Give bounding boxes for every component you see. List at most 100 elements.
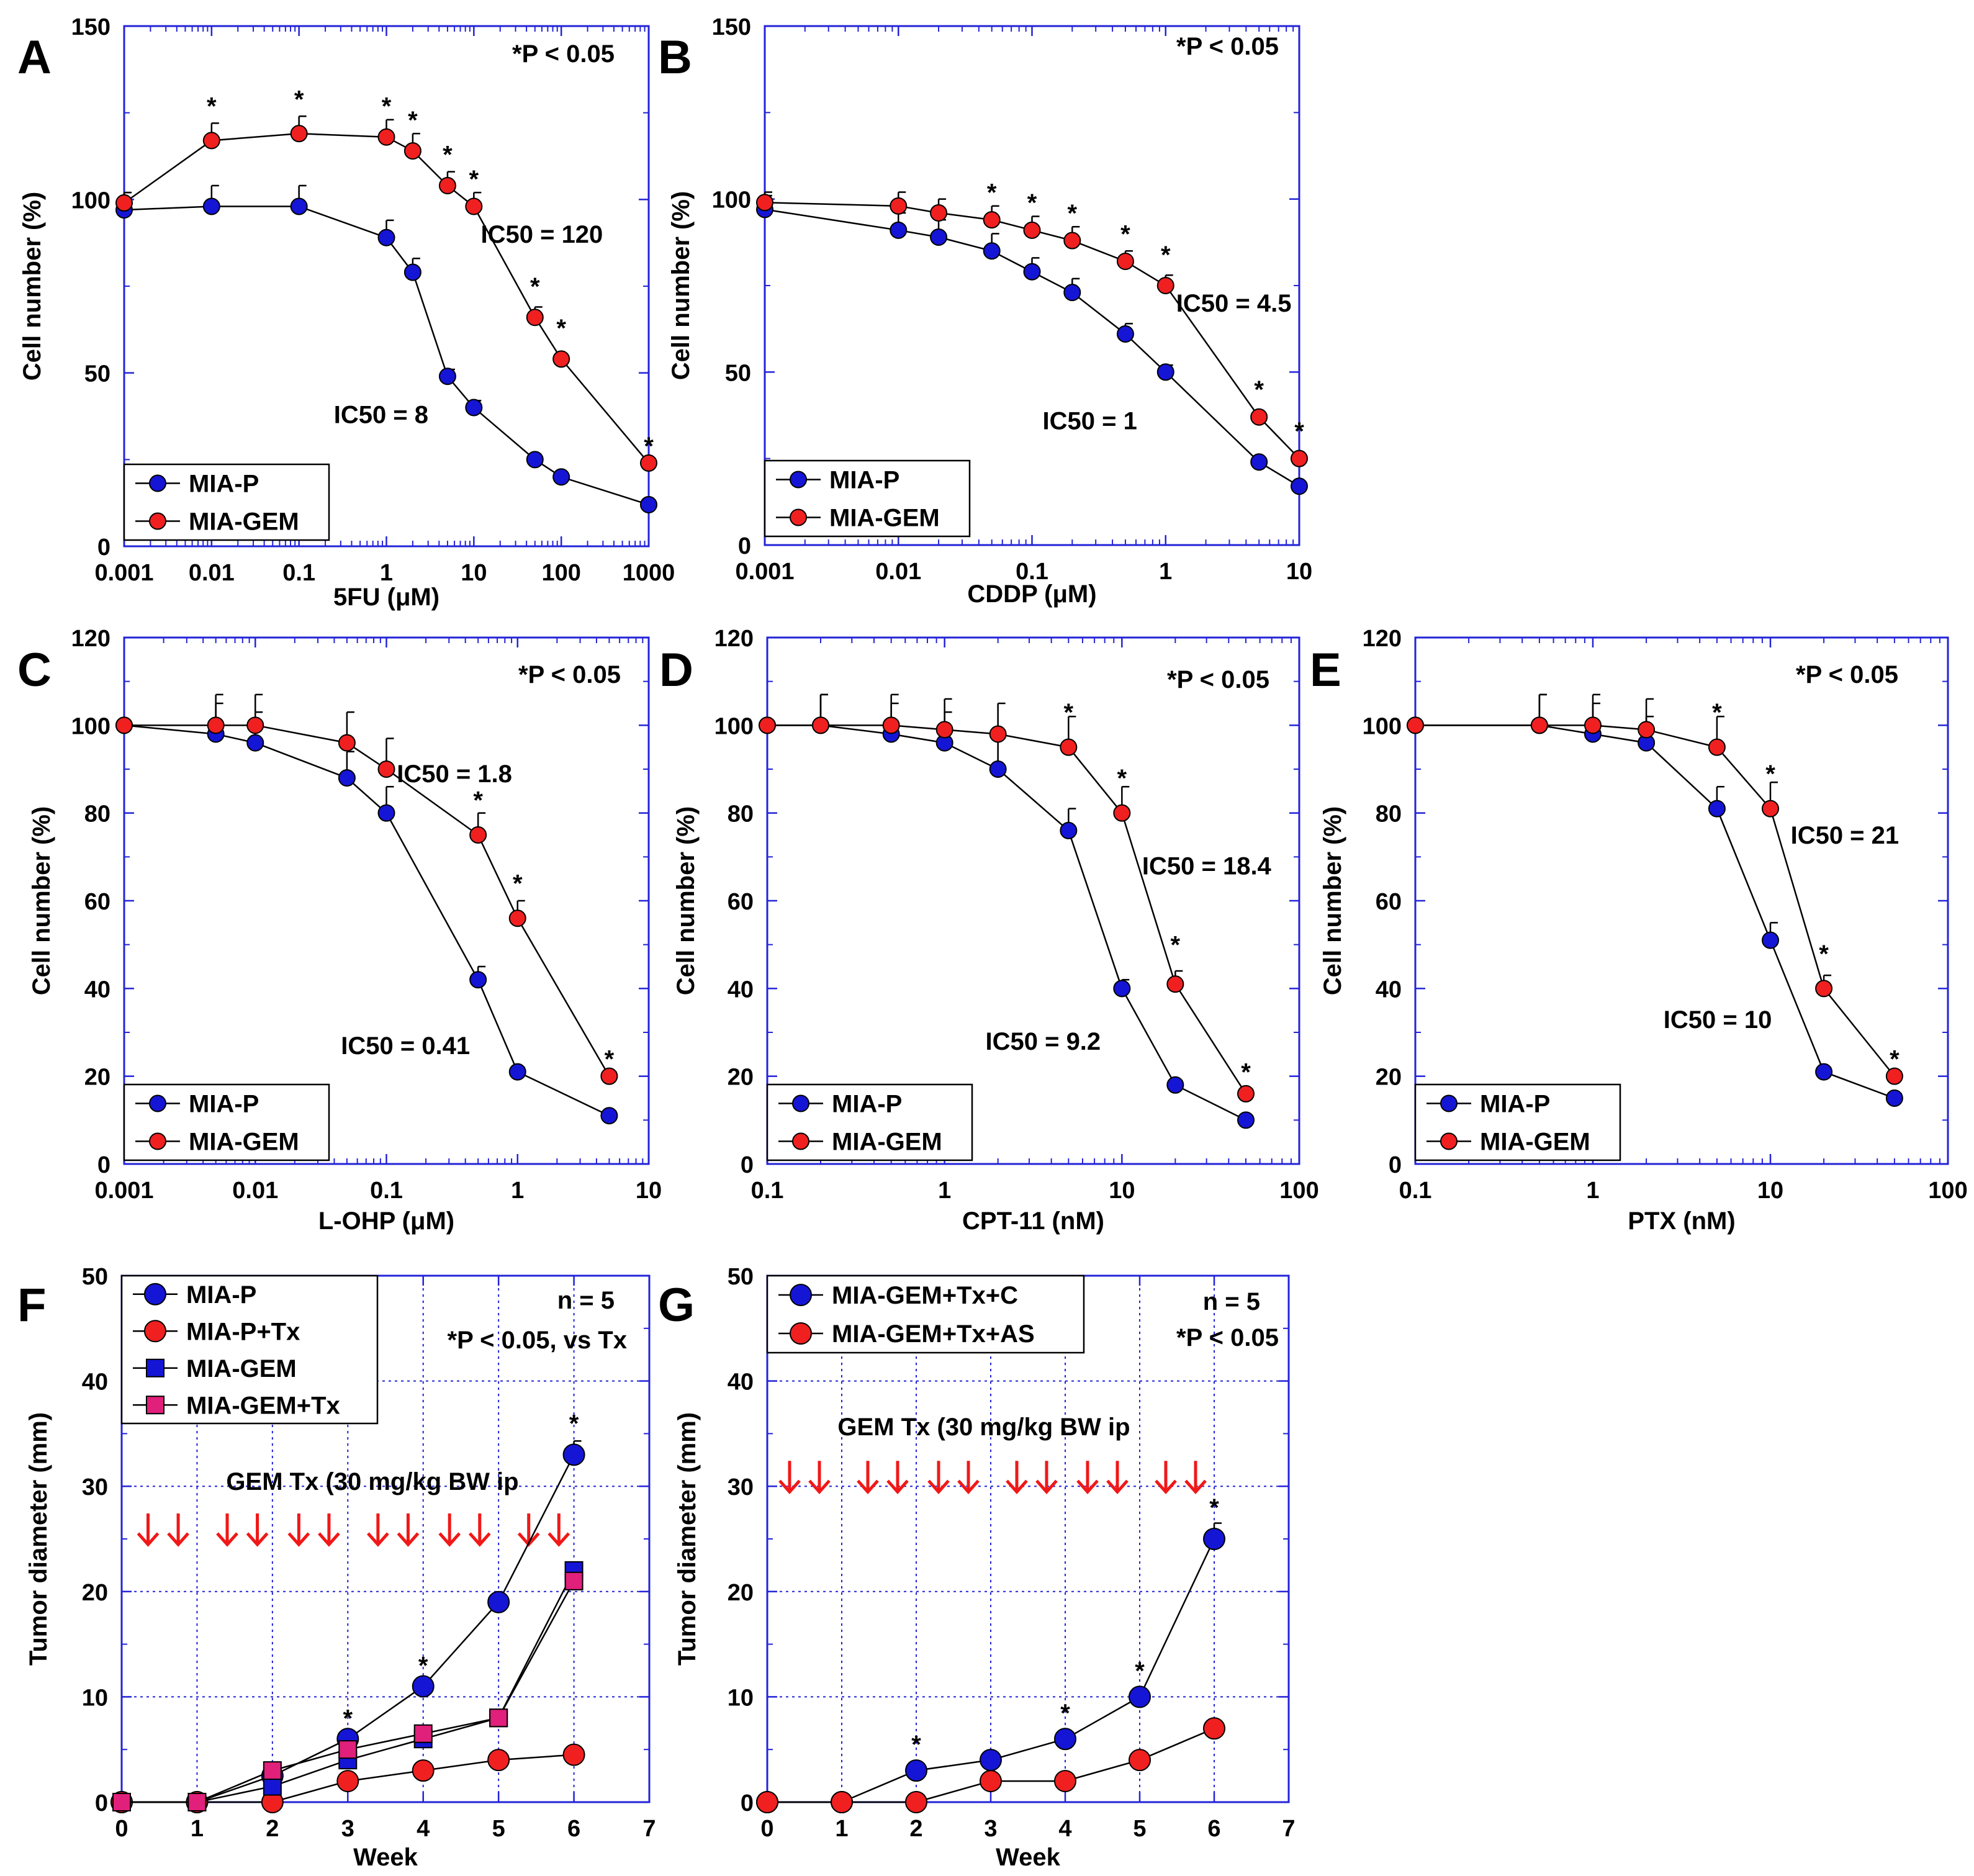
data-point [1885, 1067, 1903, 1085]
x-axis-label: L-OHP (μM) [318, 1207, 454, 1235]
legend-item: MIA-GEM [135, 1129, 299, 1156]
ic50-annotation: IC50 = 21 [1791, 822, 1900, 849]
series-mia-gem [759, 693, 1255, 1103]
significance-star: * [1765, 760, 1775, 788]
data-point [412, 1759, 435, 1782]
x-tick-label: 0.01 [232, 1178, 278, 1204]
y-tick-label: 0 [97, 534, 110, 561]
significance-star: * [1890, 1045, 1900, 1073]
panel-E: 0.1 1 10 100 0 20 40 60 80 100 120 PTX (nM) Cell num… [1310, 626, 1968, 1235]
x-tick-label: 6 [567, 1816, 580, 1842]
data-point [246, 734, 264, 752]
legend-label: MIA-P [189, 471, 259, 498]
panel-letter: A [17, 31, 52, 84]
data-point [1708, 800, 1726, 818]
treatment-arrow-icon [927, 1461, 950, 1495]
data-point [508, 909, 526, 927]
data-point [756, 194, 773, 212]
ic50-annotation: IC50 = 0.41 [341, 1032, 470, 1060]
data-point [552, 468, 570, 486]
series-mia-gem-tx-as [756, 1717, 1225, 1813]
significance-star: * [1161, 241, 1171, 269]
y-axis-label: Cell number (%) [28, 806, 55, 995]
data-point [1815, 1063, 1833, 1081]
ic50-annotation: IC50 = 8 [334, 402, 428, 429]
x-tick-label: 7 [1282, 1816, 1295, 1842]
legend-marker [1440, 1094, 1458, 1112]
y-tick-label: 60 [728, 889, 754, 915]
x-tick-label: 4 [417, 1816, 430, 1842]
legend-label: MIA-GEM+Tx+C [832, 1282, 1018, 1309]
legend-label: MIA-GEM [832, 1129, 942, 1156]
y-tick-label: 60 [1376, 889, 1402, 915]
series-mia-gem [115, 115, 657, 472]
x-axis-label: CPT-11 (nM) [962, 1207, 1104, 1235]
y-tick-label: 0 [95, 1790, 108, 1816]
significance-star: * [1060, 1700, 1070, 1727]
x-tick-label: 6 [1207, 1816, 1220, 1842]
p-value-label: *P < 0.05 [1176, 33, 1279, 60]
data-point [465, 399, 483, 417]
data-point [1407, 716, 1424, 734]
x-tick-label: 10 [636, 1178, 662, 1204]
legend-marker [792, 1094, 809, 1112]
data-point [336, 1770, 359, 1793]
data-point [811, 716, 829, 734]
data-point [1129, 1685, 1151, 1708]
data-point [890, 221, 908, 239]
significance-star: * [644, 433, 654, 460]
data-point [1815, 980, 1833, 998]
data-point [989, 725, 1007, 743]
legend-box [766, 1274, 1085, 1354]
data-point [413, 1724, 433, 1743]
y-axis-label: Cell number (%) [19, 192, 46, 381]
legend-marker [149, 474, 166, 492]
legend-item: MIA-P [778, 1091, 902, 1118]
legend-label: MIA-P [1480, 1091, 1550, 1118]
y-tick-label: 50 [728, 1264, 754, 1290]
data-point [377, 128, 395, 146]
legend-label: MIA-GEM [829, 505, 940, 532]
n-label: n = 5 [557, 1287, 615, 1314]
data-point [980, 1749, 1002, 1772]
p-value-label: *P < 0.05 [1176, 1324, 1279, 1351]
treatment-arrow-icon [1106, 1461, 1129, 1495]
treatment-arrow-icon [366, 1513, 389, 1547]
data-point [112, 1793, 131, 1811]
data-point [115, 716, 133, 734]
legend-marker [1440, 1132, 1458, 1150]
legend-marker [149, 1132, 166, 1150]
data-point [552, 350, 570, 368]
data-point [1584, 716, 1602, 734]
significance-star: * [513, 870, 523, 898]
x-axis-label: Week [996, 1844, 1061, 1871]
series-line [124, 724, 610, 1077]
x-tick-label: 0.001 [735, 559, 794, 585]
data-point [207, 716, 225, 734]
x-tick-label: 3 [984, 1816, 997, 1842]
significance-star: * [556, 315, 566, 342]
legend-label: MIA-P [829, 467, 899, 494]
y-tick-label: 100 [1363, 713, 1402, 739]
data-point [1054, 1770, 1076, 1793]
treatment-arrow-icon [808, 1461, 831, 1495]
legend-item: MIA-P [135, 1091, 259, 1118]
x-tick-label: 4 [1058, 1816, 1071, 1842]
significance-star: * [1819, 940, 1829, 968]
data-point [1063, 232, 1081, 250]
data-point [377, 760, 395, 778]
data-point [600, 1067, 618, 1085]
data-point [290, 197, 308, 215]
data-point [438, 176, 456, 194]
significance-star: * [1712, 699, 1722, 726]
y-tick-label: 30 [728, 1474, 754, 1500]
y-tick-label: 0 [97, 1152, 110, 1178]
data-point [246, 716, 264, 734]
legend-marker [149, 512, 166, 530]
legend-marker [790, 1322, 812, 1345]
data-point [1250, 453, 1268, 471]
data-point [1060, 738, 1078, 756]
y-tick-label: 120 [1363, 626, 1402, 652]
